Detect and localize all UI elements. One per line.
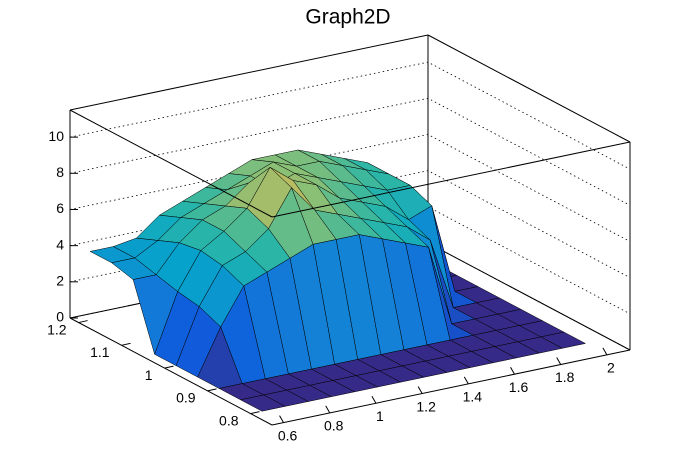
box-edge	[69, 34, 429, 111]
y-tick	[250, 411, 260, 415]
grid-line	[69, 97, 631, 206]
x-tick	[510, 366, 515, 375]
x-tick	[463, 376, 469, 385]
x-tick-label: 1	[376, 408, 384, 424]
x-tick	[556, 357, 562, 365]
y-tick	[78, 320, 88, 324]
y-tick	[121, 342, 131, 346]
x-tick-label: 1.2	[416, 398, 436, 414]
y-tick-label: 1.1	[90, 344, 110, 360]
x-tick-label: 0.6	[278, 427, 298, 443]
y-tick	[164, 365, 174, 369]
x-tick-label: 0.8	[324, 418, 344, 434]
x-tick	[371, 395, 377, 404]
z-tick-label: 0	[56, 309, 64, 325]
z-tick-label: 6	[56, 200, 64, 216]
z-tick-label: 8	[56, 164, 64, 180]
x-tick	[602, 347, 608, 356]
x-tick-label: 1.4	[463, 389, 483, 405]
grid-line	[69, 134, 631, 242]
y-axis	[69, 317, 273, 426]
z-tick-label: 10	[48, 128, 64, 144]
x-tick	[417, 386, 423, 394]
surface-cell	[239, 394, 286, 412]
box-edge	[271, 141, 631, 218]
z-tick-label: 2	[56, 273, 64, 289]
x-tick-label: 1.8	[555, 369, 575, 385]
box-edge	[427, 242, 631, 351]
x-tick-label: 1.6	[509, 379, 529, 395]
box-edge	[427, 34, 631, 143]
y-tick-label: 0.9	[176, 390, 196, 406]
x-tick-label: 2	[607, 360, 615, 376]
y-tick	[207, 388, 217, 392]
chart-title: Graph2D	[305, 6, 390, 29]
y-tick-label: 0.8	[219, 412, 239, 428]
x-tick	[325, 405, 331, 414]
y-tick-label: 1.2	[47, 321, 67, 337]
z-tick-label: 4	[56, 236, 64, 252]
grid-line	[69, 61, 631, 170]
x-tick	[279, 415, 284, 423]
box-edge	[69, 109, 273, 218]
x-axis	[271, 349, 631, 426]
y-tick-label: 1	[145, 367, 153, 383]
